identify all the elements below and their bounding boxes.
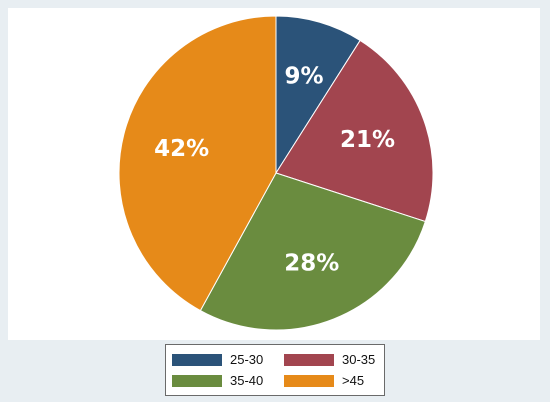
- legend: 25-30 30-35 35-40 >45: [165, 344, 385, 396]
- pie-slice-gt-45: [118, 15, 277, 312]
- pie-labels: 9% 21% 28% 42%: [154, 64, 395, 277]
- plot-area: 9% 21% 28% 42%: [8, 8, 540, 340]
- pie-slice-30-35: [275, 39, 434, 223]
- legend-swatch-25-30: [172, 353, 222, 366]
- legend-item-gt-45: >45: [284, 372, 364, 389]
- slice-label-gt-45: 42%: [154, 136, 209, 162]
- pie-slice-35-40: [199, 172, 426, 331]
- pie-chart: 9% 21% 28% 42%: [118, 15, 434, 331]
- legend-label-gt-45: >45: [342, 373, 365, 388]
- pie-slice-25-30: [275, 15, 361, 175]
- slice-label-35-40: 28%: [284, 251, 339, 277]
- legend-item-30-35: 30-35: [284, 351, 375, 368]
- legend-swatch-gt-45: [284, 374, 334, 387]
- legend-item-25-30: 25-30: [172, 351, 263, 368]
- legend-label-25-30: 25-30: [230, 352, 264, 367]
- slice-label-30-35: 21%: [340, 127, 395, 153]
- legend-label-30-35: 30-35: [342, 352, 376, 367]
- pie-slices: [118, 15, 434, 331]
- slice-label-25-30: 9%: [285, 64, 324, 90]
- legend-swatch-30-35: [284, 353, 334, 366]
- legend-item-35-40: 35-40: [172, 372, 263, 389]
- legend-label-35-40: 35-40: [230, 373, 264, 388]
- legend-swatch-35-40: [172, 374, 222, 387]
